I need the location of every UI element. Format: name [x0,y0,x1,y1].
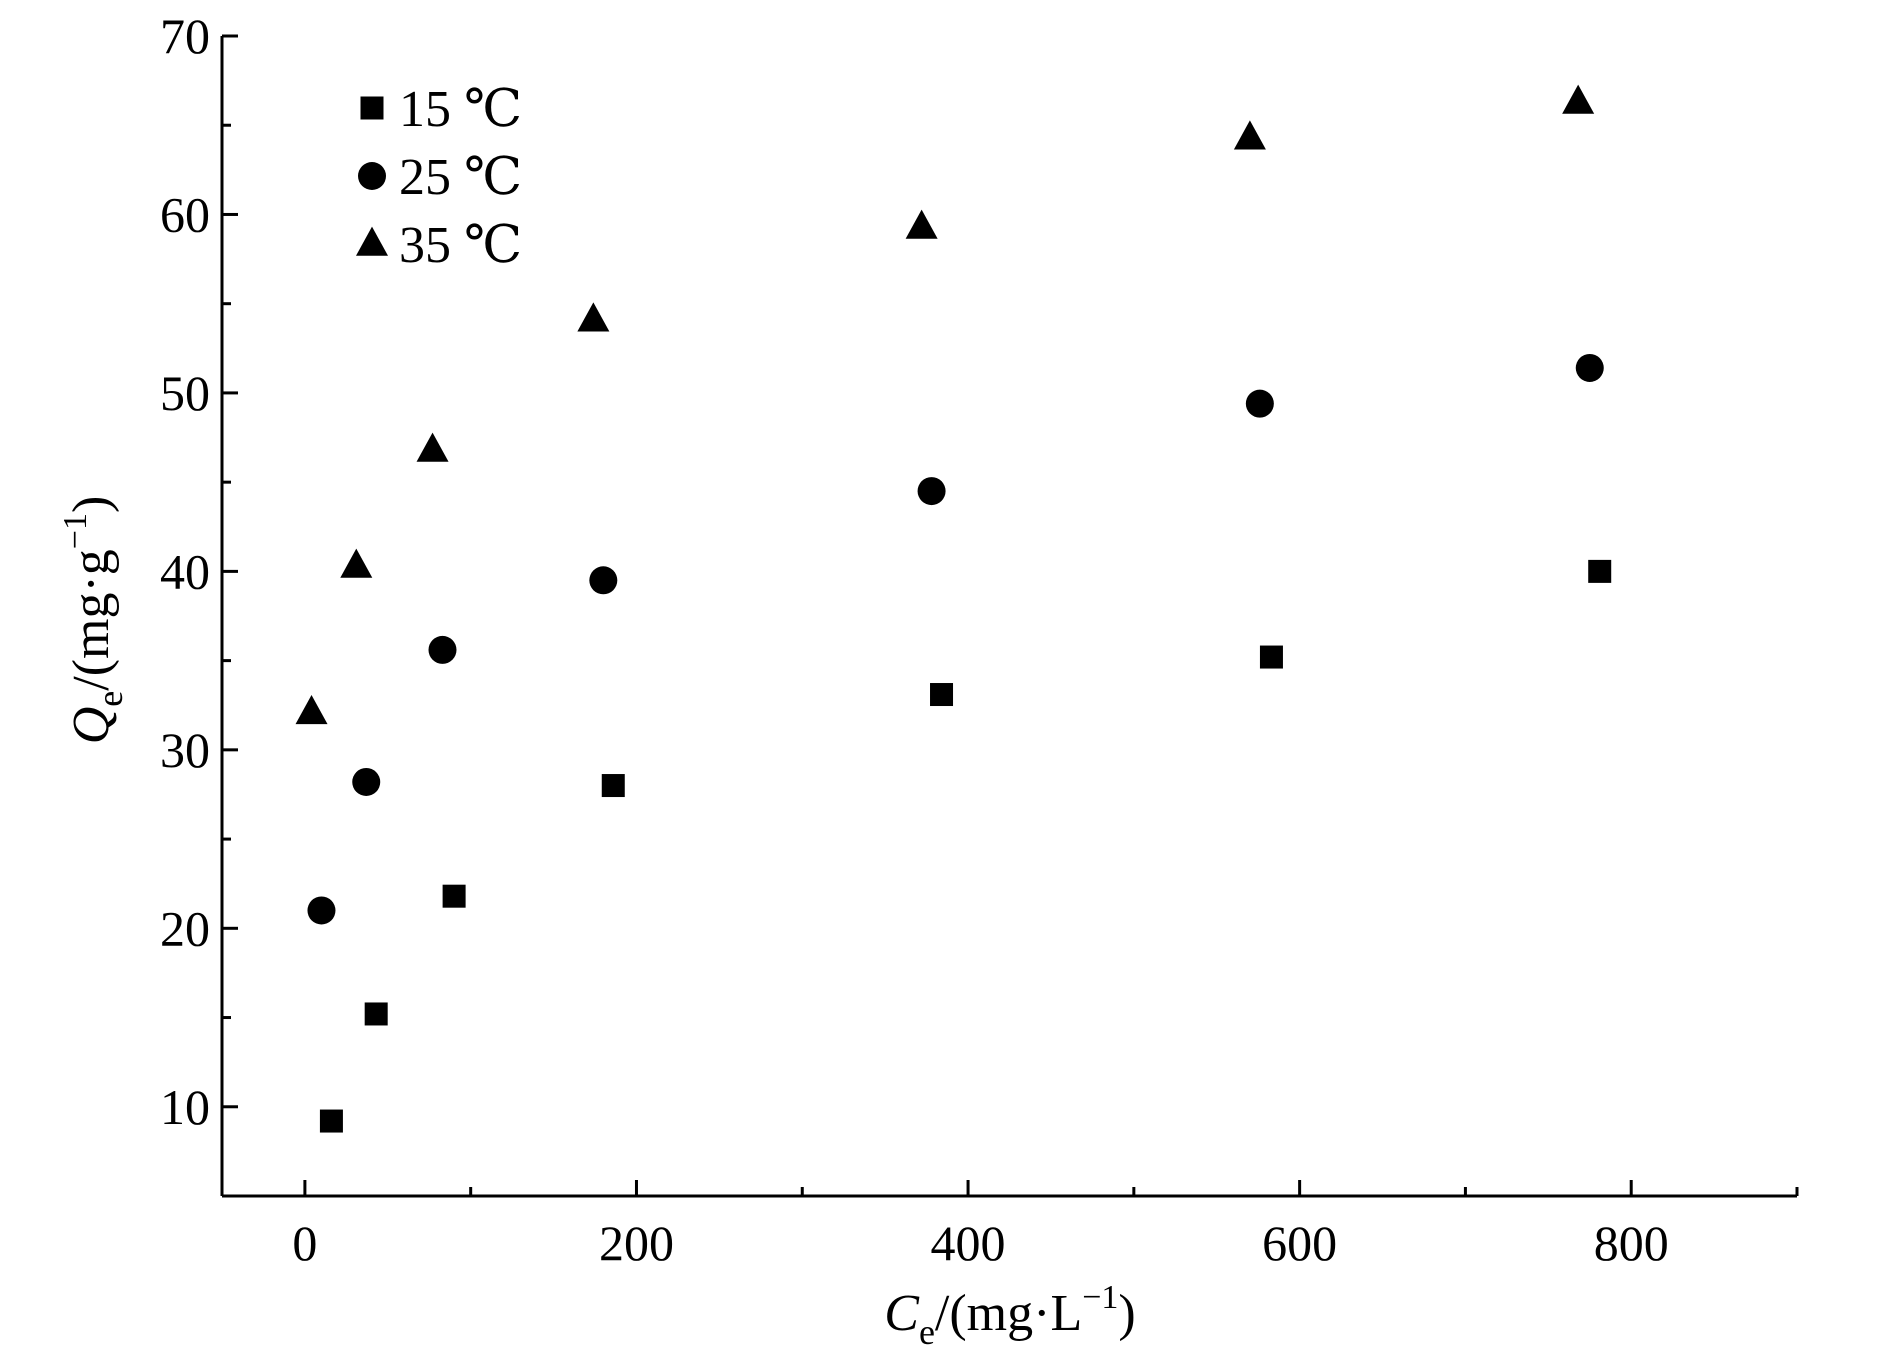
x-axis-subscript: e [919,1312,935,1352]
data-point-square [601,774,625,798]
data-point-circle [917,477,946,506]
y-tick-label: 10 [160,1079,210,1135]
x-axis-symbol: C [884,1285,920,1342]
y-tick-label: 30 [160,722,210,778]
data-point-triangle [416,432,449,462]
x-tick-label: 0 [292,1215,317,1271]
x-tick-label: 800 [1594,1215,1669,1271]
data-point-square [1259,645,1283,669]
data-point-circle [307,896,336,925]
x-tick-label: 600 [1262,1215,1337,1271]
data-point-square [442,884,466,908]
legend-marker-square [360,96,384,120]
y-axis-subscript: e [90,691,130,707]
axes [220,36,1797,1198]
x-tick-label: 200 [599,1215,674,1271]
legend-label: 35 ℃ [399,217,522,274]
data-point-circle [589,566,618,595]
data-point-triangle [905,209,938,239]
y-axis-unit-open: /(mg·g [63,549,120,691]
data-point-circle [352,767,381,796]
data-marks [295,84,1612,1133]
data-point-square [1588,559,1612,583]
x-axis-superscript: −1 [1082,1279,1118,1316]
legend: 15 ℃ 25 ℃ 35 ℃ [356,81,522,274]
legend-marker-circle [358,162,386,190]
data-point-triangle [340,548,373,578]
y-axis-symbol: Q [63,707,120,745]
y-tick-label: 70 [160,8,210,64]
y-axis-superscript: −1 [57,513,94,549]
data-point-square [319,1109,343,1133]
data-point-triangle [295,695,328,725]
data-point-triangle [577,302,610,332]
y-tick-label: 60 [160,186,210,242]
x-axis-unit-close: ) [1118,1285,1135,1342]
x-axis-title: Ce/(mg·L−1) [884,1279,1135,1352]
y-axis-title: Qe/(mg·g−1) [57,496,130,745]
data-point-circle [1575,353,1604,382]
legend-label: 15 ℃ [399,81,522,138]
data-point-circle [1245,389,1274,418]
y-axis-unit-close: ) [63,496,120,513]
data-point-triangle [1233,120,1266,150]
legend-marker-triangle [356,226,388,256]
legend-label: 25 ℃ [399,149,522,206]
y-tick-label: 50 [160,365,210,421]
y-tick-label: 20 [160,900,210,956]
y-tick-label: 40 [160,543,210,599]
ticks: 0 200 400 600 800 10 20 30 40 50 60 70 [160,8,1799,1271]
data-point-triangle [1562,84,1595,114]
x-axis-unit-open: /(mg·L [935,1285,1082,1342]
data-point-circle [428,635,457,664]
data-point-square [364,1002,388,1026]
x-tick-label: 400 [931,1215,1006,1271]
data-point-square [930,683,954,707]
